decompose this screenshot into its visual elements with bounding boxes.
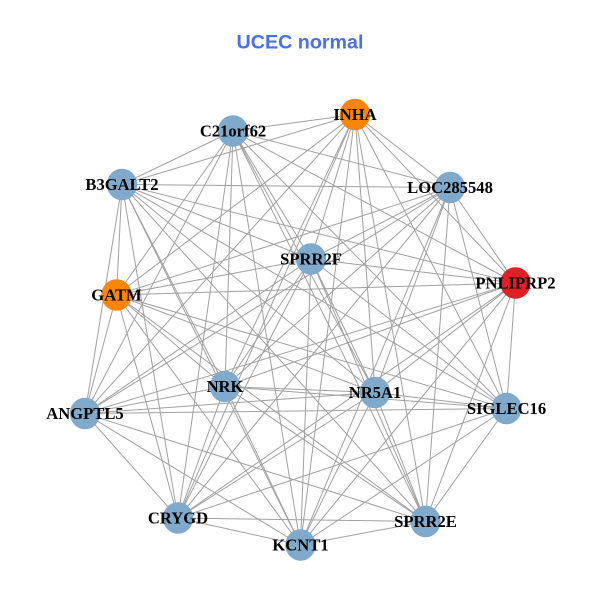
svg-text:GATM: GATM [91,286,142,305]
svg-text:NRK: NRK [207,377,244,396]
svg-text:PNLIPRP2: PNLIPRP2 [475,274,555,293]
svg-text:LOC285548: LOC285548 [407,178,493,197]
svg-text:KCNT1: KCNT1 [272,536,328,555]
svg-text:INHA: INHA [333,105,376,124]
svg-text:B3GALT2: B3GALT2 [85,175,158,194]
svg-text:SPRR2E: SPRR2E [394,512,457,531]
svg-text:SIGLEC16: SIGLEC16 [467,399,546,418]
svg-text:C21orf62: C21orf62 [200,122,266,141]
svg-text:NR5A1: NR5A1 [349,383,402,402]
svg-text:SPRR2F: SPRR2F [280,250,342,269]
svg-text:CRYGD: CRYGD [148,509,208,528]
svg-text:UCEC normal: UCEC normal [237,32,364,54]
svg-text:ANGPTL5: ANGPTL5 [46,404,123,423]
